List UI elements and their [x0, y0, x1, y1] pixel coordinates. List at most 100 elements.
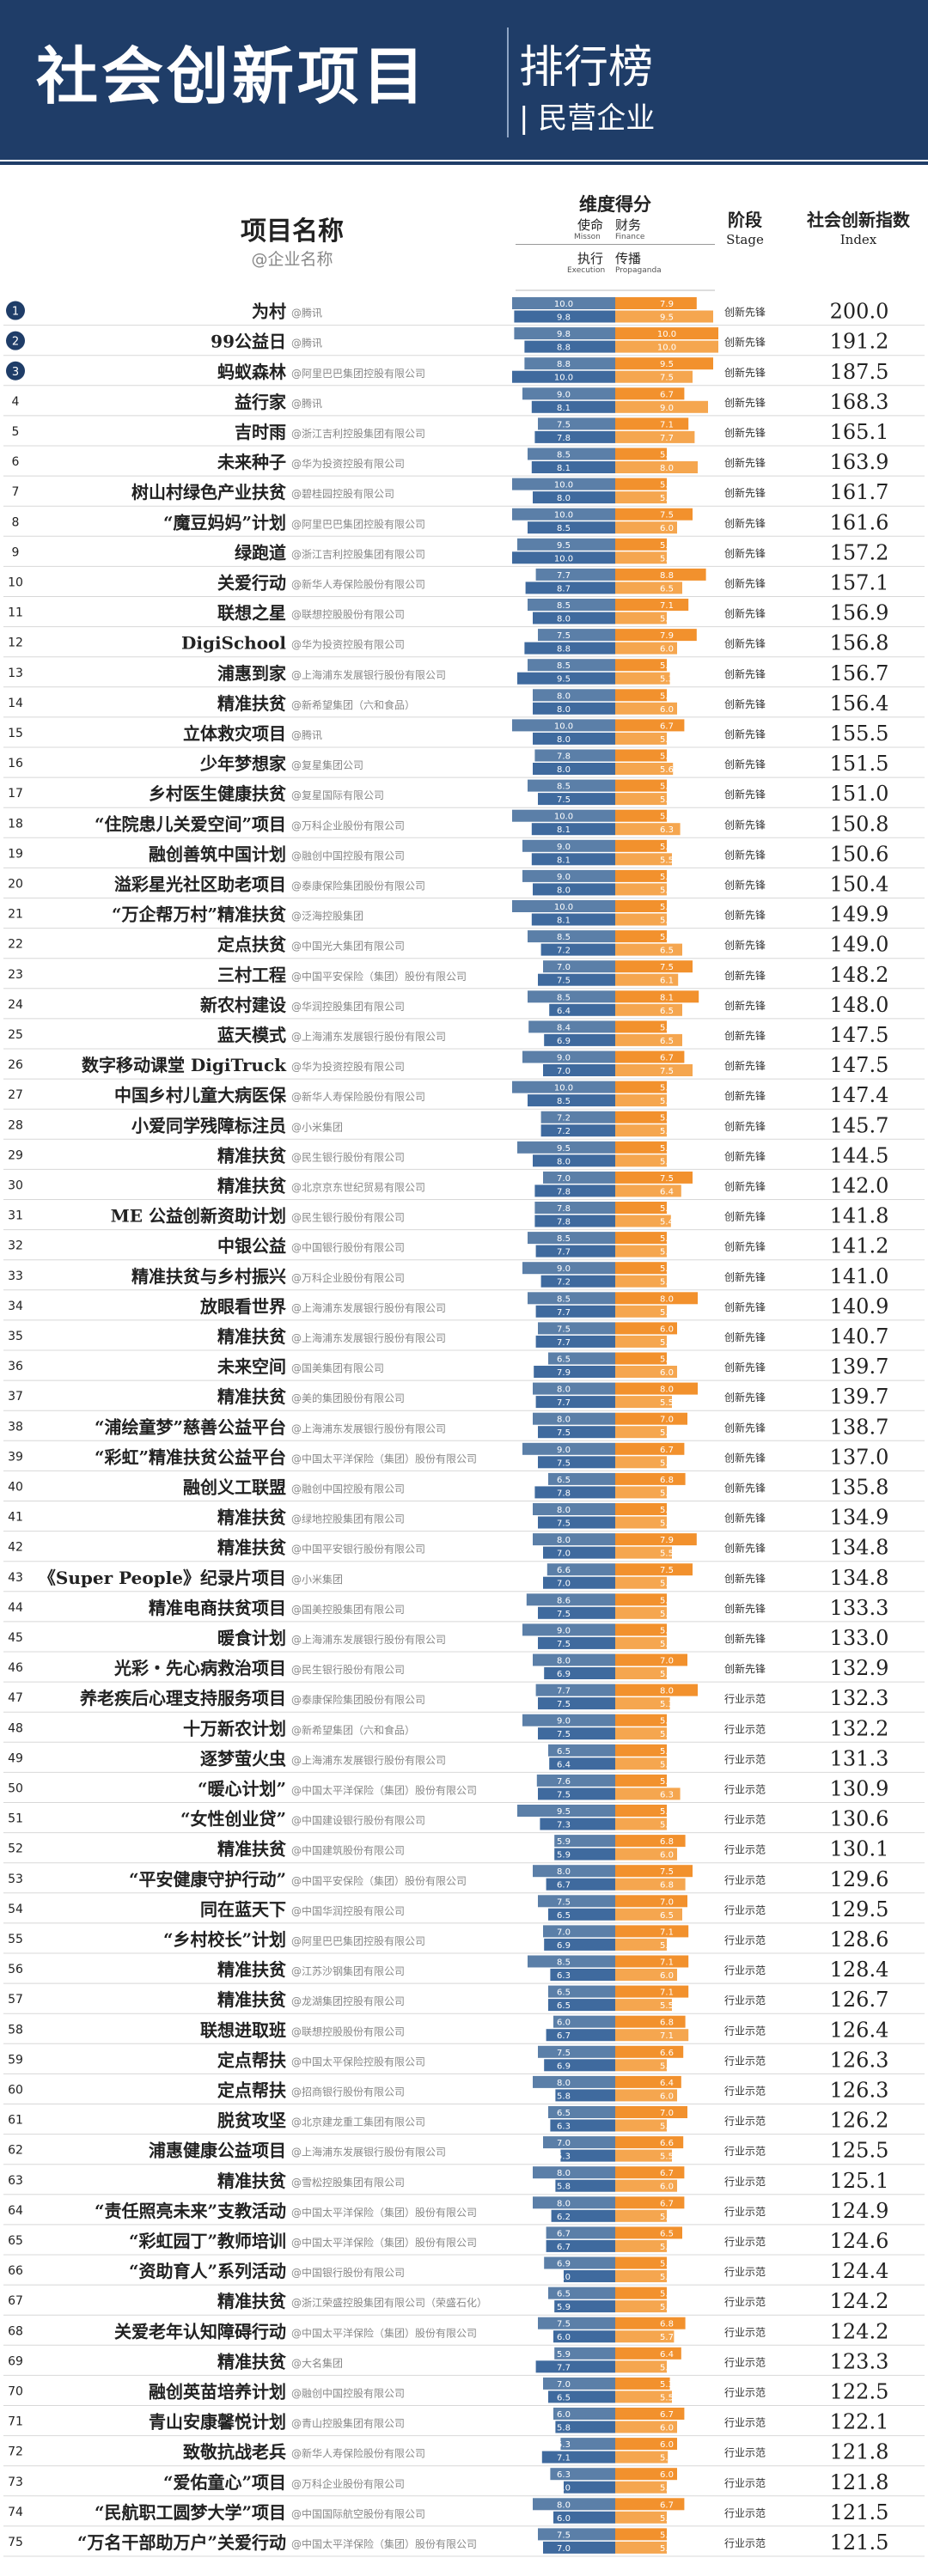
propaganda-label: 9.0: [660, 404, 674, 413]
index-value: 140.7: [830, 1325, 889, 1349]
propaganda-label: 5.0: [660, 1640, 674, 1649]
finance-label: 5.0: [660, 1114, 674, 1124]
finance-label: 9.5: [660, 360, 674, 369]
stage-label: 行业示范: [724, 2146, 766, 2158]
index-value: 187.5: [830, 360, 889, 384]
stage-label: 创新先锋: [724, 1059, 766, 1072]
rank-number: 44: [8, 1601, 23, 1615]
project-name: “魔豆妈妈”计划: [163, 512, 286, 533]
project-name: 精准扶贫: [217, 693, 287, 714]
header-mission-en: Misson: [574, 233, 601, 241]
execution-label: 7.0: [557, 1550, 571, 1559]
company-name: @大名集团: [291, 2356, 343, 2369]
rank-number: 52: [8, 1842, 23, 1856]
index-value: 150.4: [830, 872, 889, 896]
finance-label: 6.0: [660, 1325, 674, 1334]
mission-bar: [522, 839, 615, 852]
mission-label: 7.8: [557, 752, 571, 762]
execution-label: 8.1: [557, 917, 571, 926]
mission-label: 8.5: [557, 451, 571, 460]
mission-bar: [535, 568, 615, 581]
index-value: 128.6: [830, 1927, 889, 1952]
finance-bar: [615, 387, 685, 400]
index-value: 150.6: [830, 842, 889, 866]
propaganda-label: 6.0: [660, 1368, 674, 1378]
project-name: 关爱老年认知障碍行动: [114, 2321, 286, 2342]
stage-label: 创新先锋: [724, 999, 766, 1012]
rank-number: 39: [8, 1450, 23, 1464]
execution-bar: [553, 2511, 615, 2524]
index-value: 151.0: [830, 782, 889, 806]
mission-label: 8.8: [557, 360, 571, 369]
finance-label: 5.0: [660, 1807, 674, 1817]
mission-label: 7.0: [557, 2380, 571, 2390]
mission-label: 6.5: [557, 1476, 571, 1485]
mission-bar: [543, 1925, 615, 1938]
execution-bar: [538, 1697, 615, 1710]
propaganda-bar: [615, 521, 677, 534]
index-value: 157.2: [830, 540, 889, 564]
finance-bar: [615, 1623, 667, 1636]
index-value: 126.2: [830, 2109, 889, 2133]
mission-label: 9.5: [557, 541, 571, 551]
propaganda-bar: [615, 2270, 667, 2282]
stage-label: 创新先锋: [724, 1240, 766, 1253]
mission-bar: [512, 297, 615, 309]
rank-number: 28: [8, 1118, 23, 1132]
finance-label: 7.5: [660, 963, 674, 972]
propaganda-bar: [615, 642, 677, 655]
finance-bar: [615, 357, 713, 370]
rank-number: 29: [8, 1148, 23, 1162]
company-name: @腾讯: [291, 337, 322, 350]
mission-bar: [533, 2166, 615, 2179]
execution-bar: [543, 1576, 615, 1589]
propaganda-bar: [615, 2541, 667, 2554]
execution-bar: [531, 461, 615, 473]
propaganda-bar: [615, 913, 667, 926]
finance-bar: [615, 900, 667, 912]
mission-label: 8.5: [557, 601, 571, 611]
execution-bar: [534, 1366, 615, 1378]
finance-label: 7.9: [660, 1536, 674, 1545]
index-value: 149.0: [830, 933, 889, 957]
stage-label: 创新先锋: [724, 1210, 766, 1223]
mission-label: 8.5: [557, 1234, 571, 1244]
mission-bar: [522, 1262, 615, 1275]
mission-label: 8.0: [557, 1385, 571, 1395]
execution-bar: [512, 551, 615, 564]
index-value: 148.0: [830, 993, 889, 1017]
project-name: 数字移动课堂 DigiTruck: [82, 1055, 287, 1075]
rank-number: 55: [8, 1933, 23, 1946]
execution-label: 5.3: [557, 2153, 571, 2162]
mission-label: 7.5: [557, 2320, 571, 2329]
mission-label: 8.0: [557, 1416, 571, 1425]
propaganda-label: 5.0: [660, 1941, 674, 1951]
project-name: 融创善筑中国计划: [149, 843, 286, 864]
mission-bar: [546, 1563, 615, 1576]
mission-bar: [528, 599, 615, 611]
propaganda-label: 5.0: [660, 1428, 674, 1438]
execution-label: 6.7: [557, 2031, 571, 2041]
company-name: @万科企业股份有限公司: [291, 2477, 405, 2490]
finance-label: 5.0: [660, 1626, 674, 1635]
project-name: 吉时雨: [235, 422, 286, 442]
mission-bar: [528, 659, 615, 672]
propaganda-label: 5.0: [660, 1097, 674, 1106]
company-name: @上海浦东发展银行股份有限公司: [291, 1301, 446, 1314]
finance-label: 5.0: [660, 2260, 674, 2269]
stage-label: 创新先锋: [724, 1451, 766, 1464]
rank-number: 37: [8, 1390, 23, 1404]
execution-label: 7.8: [557, 1218, 571, 1227]
rank-number: 32: [8, 1239, 23, 1253]
company-name: @中国建设银行股份有限公司: [291, 1814, 425, 1827]
mission-label: 9.0: [557, 1717, 571, 1726]
company-name: @北京建龙重工集团有限公司: [291, 2116, 425, 2128]
propaganda-bar: [615, 551, 667, 564]
rank-number: 14: [8, 697, 23, 710]
finance-label: 7.5: [660, 1867, 674, 1877]
project-name: 小爱同学残障标注员: [131, 1115, 286, 1136]
mission-label: 7.8: [557, 1204, 571, 1214]
execution-label: 7.8: [557, 1489, 571, 1498]
finance-label: 7.1: [660, 1927, 674, 1937]
propaganda-label: 5.0: [660, 1489, 674, 1498]
